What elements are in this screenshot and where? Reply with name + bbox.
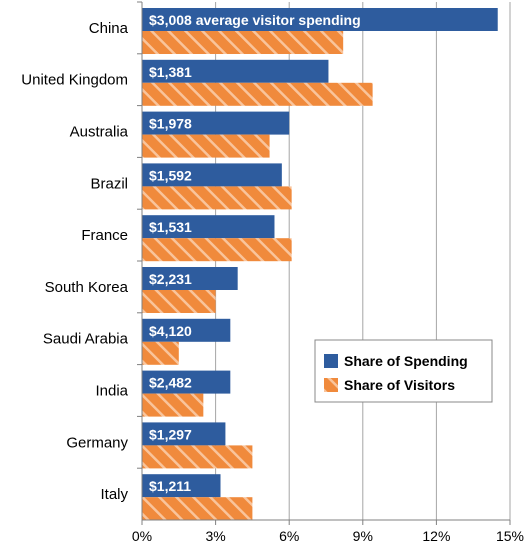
bar-share-of-visitors: [142, 445, 253, 469]
category-label: South Korea: [45, 279, 129, 296]
data-label-spending: $4,120: [149, 323, 192, 339]
bar-share-of-visitors: [142, 341, 179, 365]
x-tick-label: 9%: [353, 528, 373, 544]
category-label: Germany: [66, 434, 128, 451]
category-label: Italy: [100, 486, 128, 503]
bar-share-of-spending: [142, 318, 231, 342]
axis-layer: 0% 3% 6% 9% 12% 15% China United Kingdom Austral…: [21, 1, 524, 544]
data-label-spending: $3,008 average visitor spending: [149, 12, 361, 28]
category-label: India: [95, 383, 128, 400]
bar-share-of-spending: [142, 111, 290, 135]
category-label: China: [89, 20, 129, 37]
data-label-spending: $2,482: [149, 375, 192, 391]
data-label-spending: $1,297: [149, 426, 192, 442]
data-label-spending: $1,381: [149, 64, 192, 80]
x-tick-label: 3%: [205, 528, 225, 544]
bar-share-of-spending: [142, 267, 238, 290]
data-label-spending: $1,531: [149, 219, 192, 235]
bar-share-of-spending: [142, 163, 282, 187]
bar-share-of-spending: [142, 215, 275, 239]
data-label-spending: $1,592: [149, 167, 192, 183]
bar-share-of-visitors: [142, 31, 344, 54]
category-label: Australia: [70, 124, 129, 141]
legend-label-spending: Share of Spending: [344, 353, 468, 369]
x-tick-label: 6%: [279, 528, 299, 544]
data-label-spending: $2,231: [149, 271, 192, 287]
bar-share-of-spending: [142, 59, 329, 83]
legend-box: [314, 339, 493, 403]
x-tick-label: 15%: [496, 528, 524, 544]
legend: Share of Spending Share of Visitors: [314, 339, 493, 403]
bar-share-of-spending: [142, 422, 226, 446]
bar-share-of-visitors: [142, 134, 270, 158]
bar-share-of-visitors: [142, 186, 292, 210]
legend-swatch-visitors: [324, 378, 338, 392]
bar-share-of-visitors: [142, 497, 253, 521]
bar-share-of-visitors: [142, 393, 204, 417]
bar-share-of-spending: [142, 8, 498, 31]
bars-layer: $3,008 average visitor spending $1,381 $1,…: [142, 8, 498, 521]
category-label: France: [81, 227, 128, 244]
bar-share-of-visitors: [142, 238, 292, 262]
bar-share-of-visitors: [142, 290, 216, 313]
category-label: Brazil: [90, 175, 128, 192]
category-label: Saudi Arabia: [43, 331, 129, 348]
data-label-spending: $1,978: [149, 116, 192, 132]
x-tick-label: 12%: [422, 528, 450, 544]
bar-share-of-visitors: [142, 82, 373, 106]
legend-label-visitors: Share of Visitors: [344, 377, 455, 393]
category-label: United Kingdom: [21, 72, 128, 89]
bar-share-of-spending: [142, 370, 231, 394]
data-label-spending: $1,211: [149, 478, 191, 494]
x-tick-label: 0%: [132, 528, 152, 544]
legend-swatch-spending: [324, 354, 338, 368]
bar-share-of-spending: [142, 474, 221, 498]
